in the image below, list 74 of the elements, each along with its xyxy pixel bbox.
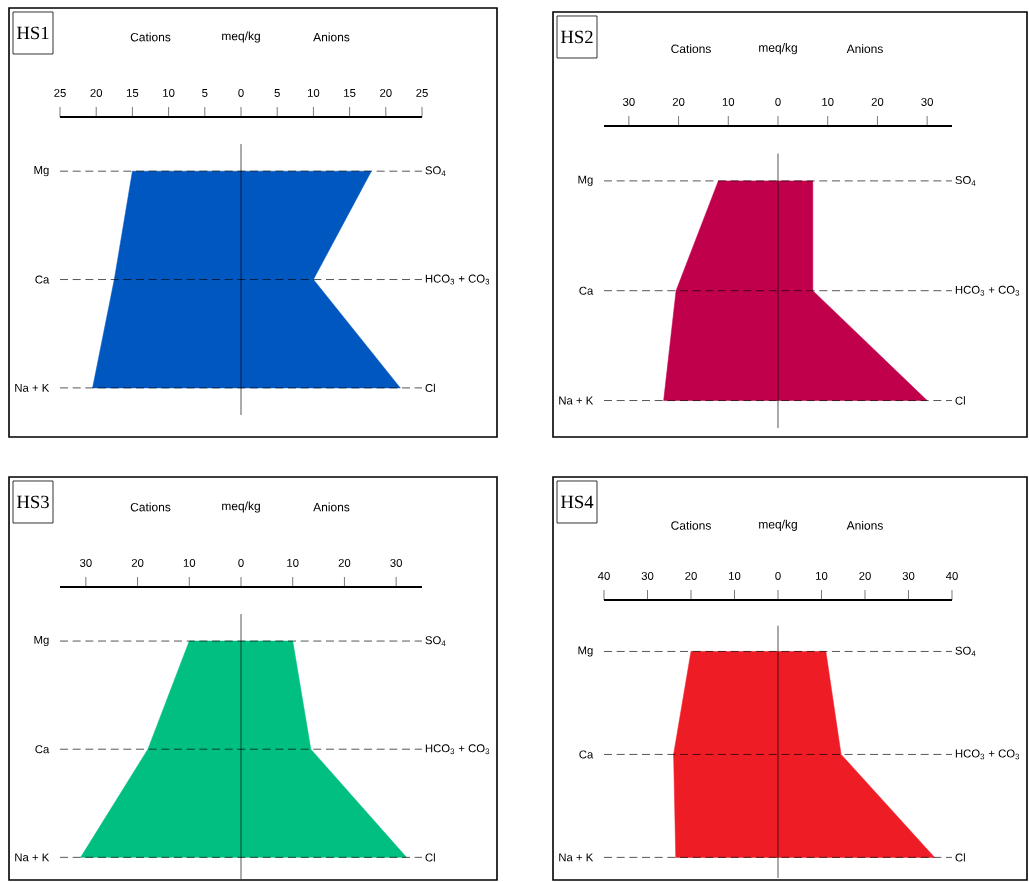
y-tick-label: Mg xyxy=(578,175,593,186)
y2-tick-label: SO$_{4}$ xyxy=(955,176,976,186)
x-tick-label: 15 xyxy=(344,89,356,97)
y2-tick-label: SO$_{4}$ xyxy=(425,636,446,646)
y2-tick-label: HCO$_{3}$ + CO$_{3}$ xyxy=(955,749,1020,760)
y2-tick-label: HCO$_{3}$ + CO$_{3}$ xyxy=(425,744,490,755)
chart-title: HS3 xyxy=(16,495,49,509)
y2-tick-label: Cl xyxy=(425,383,435,393)
y2-tick-label: HCO$_{3}$ + CO$_{3}$ xyxy=(955,285,1020,296)
text: Anions xyxy=(846,44,883,54)
x-tick-label: 25 xyxy=(416,88,428,97)
x-tick-label: 20 xyxy=(859,571,871,580)
x-tick-label: 20 xyxy=(672,97,685,106)
x-tick-label: 0 xyxy=(238,88,244,97)
text: Cations xyxy=(671,44,711,54)
text: Anions xyxy=(846,520,883,530)
x-tick-label: 30 xyxy=(80,558,92,567)
x-tick-label: 40 xyxy=(597,571,610,580)
x-tick-label: 20 xyxy=(380,88,392,97)
y-tick-label: Mg xyxy=(578,646,593,657)
x-tick-label: 40 xyxy=(945,571,958,580)
x-tick-label: 30 xyxy=(623,97,635,106)
x-tick-label: 30 xyxy=(641,571,654,580)
y-tick-label: Mg xyxy=(34,635,49,647)
y-tick-label: Ca xyxy=(579,286,594,295)
x-axis-title: meq/kg xyxy=(222,501,260,513)
x-axis-title: meq/kg xyxy=(222,31,260,43)
x-tick-label: 15 xyxy=(126,89,139,97)
x-tick-label: 0 xyxy=(775,97,781,106)
text: Cations xyxy=(130,502,171,512)
y2-tick-label: HCO$_{3}$ + CO$_{3}$ xyxy=(425,274,490,285)
x-tick-label: 10 xyxy=(163,88,175,97)
x-tick-label: 10 xyxy=(729,571,741,580)
x-tick-label: 30 xyxy=(390,558,402,567)
y2-tick-label: SO$_{4}$ xyxy=(425,166,446,177)
x-tick-label: 10 xyxy=(722,97,735,106)
x-tick-label: 20 xyxy=(90,88,103,97)
y-tick-label: Na + K xyxy=(559,396,594,405)
y-tick-label: Ca xyxy=(35,275,50,284)
y2-tick-label: Cl xyxy=(955,396,965,405)
x-tick-label: 30 xyxy=(902,571,915,580)
x-tick-label: 5 xyxy=(202,89,208,97)
x-tick-label: 10 xyxy=(287,558,299,567)
x-tick-label: 10 xyxy=(183,558,196,567)
y-tick-label: Na + K xyxy=(15,383,50,392)
text: Anions xyxy=(313,32,350,42)
y2-tick-label: Cl xyxy=(955,853,965,862)
y2-tick-label: Cl xyxy=(425,853,435,862)
y-tick-label: Mg xyxy=(34,166,49,177)
y2-tick-label: SO$_{4}$ xyxy=(955,646,976,657)
x-tick-label: 10 xyxy=(307,88,320,97)
y-tick-label: Ca xyxy=(35,745,50,754)
x-tick-label: 10 xyxy=(816,571,828,580)
x-tick-label: 20 xyxy=(685,571,697,580)
x-tick-label: 30 xyxy=(921,97,933,106)
x-tick-label: 0 xyxy=(775,571,781,580)
x-tick-label: 5 xyxy=(274,89,280,97)
y-tick-label: Ca xyxy=(579,750,594,759)
text: Cations xyxy=(671,520,711,530)
x-tick-label: 25 xyxy=(54,88,66,97)
x-tick-label: 20 xyxy=(131,558,144,567)
chart-title: HS4 xyxy=(560,495,594,509)
text: Cations xyxy=(130,32,171,42)
x-tick-label: 10 xyxy=(822,97,834,106)
chart-title: HS1 xyxy=(16,26,49,40)
x-tick-label: 20 xyxy=(871,97,884,106)
x-tick-label: 0 xyxy=(238,558,244,567)
y-tick-label: Na + K xyxy=(15,853,50,862)
x-axis-title: meq/kg xyxy=(759,519,797,531)
text: Anions xyxy=(313,502,350,512)
chart-title: HS2 xyxy=(560,30,593,44)
y-tick-label: Na + K xyxy=(559,853,594,862)
x-tick-label: 20 xyxy=(338,558,351,567)
x-axis-title: meq/kg xyxy=(759,43,797,55)
